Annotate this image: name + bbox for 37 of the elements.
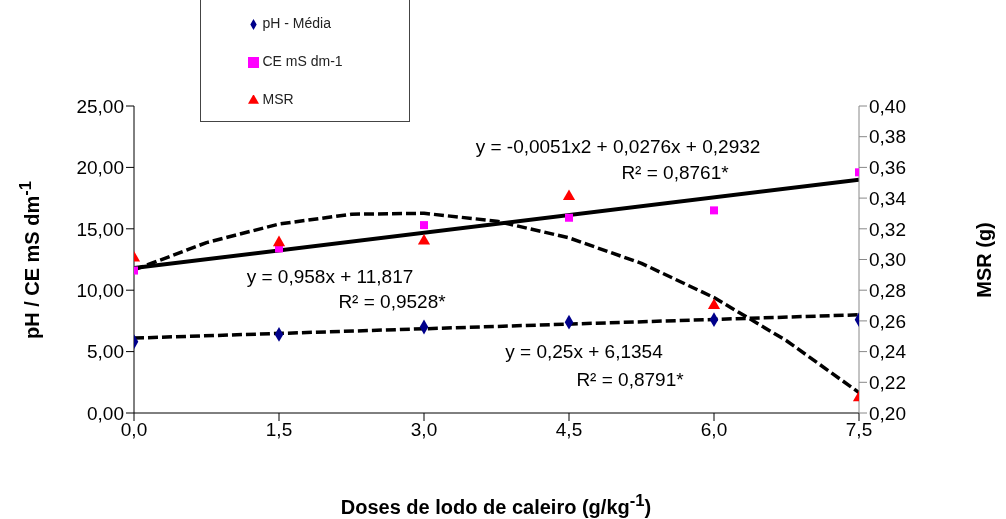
- x-axis-title: Doses de lodo de caleiro (g/kg$^{-1}$): [340, 491, 652, 519]
- y2-tick-label: 0,26: [869, 310, 906, 332]
- x-tick-label: 6,0: [700, 419, 728, 441]
- y2-tick-label: 0,30: [869, 249, 906, 271]
- y2-tick-label: 0,36: [869, 157, 906, 179]
- y-tick-label: 10,00: [76, 279, 124, 301]
- y-tick-label: 20,00: [76, 157, 124, 179]
- annotation: y = 0,958x + 11,817: [246, 266, 414, 288]
- y2-tick-label: 0,38: [869, 126, 906, 148]
- point: [707, 298, 721, 310]
- y-tick-label: 25,00: [76, 95, 124, 117]
- y2-tick-label: 0,28: [869, 279, 906, 301]
- y2-tick-label: 0,22: [869, 372, 906, 394]
- x-tick-label: 1,5: [265, 419, 293, 441]
- y2-tick-label: 0,34: [869, 187, 907, 209]
- point: [565, 213, 573, 222]
- annotation: R² = 0,9528*: [338, 291, 446, 313]
- x-tick-label: 4,5: [555, 419, 583, 441]
- y2-axis-title: MSR (g): [972, 222, 996, 298]
- annotation: y = 0,25x + 6,1354: [505, 341, 663, 363]
- annotation: y = -0,0051x2 + 0,0276x + 0,2932: [475, 136, 761, 158]
- y2-tick-label: 0,24: [869, 341, 907, 363]
- y2-tick-label: 0,40: [869, 95, 906, 117]
- legend-label: CE mS dm-1: [262, 52, 344, 71]
- point: [272, 235, 286, 247]
- point: [710, 206, 718, 215]
- annotation: R² = 0,8791*: [576, 369, 684, 391]
- annotation: R² = 0,8761*: [621, 162, 729, 184]
- y-tick-label: 15,00: [76, 218, 124, 240]
- legend-label: MSR: [262, 90, 295, 109]
- point: [417, 234, 431, 245]
- point: [420, 221, 428, 230]
- y2-tick-label: 0,32: [869, 218, 906, 240]
- x-tick-label: 3,0: [410, 419, 438, 441]
- legend-label: pH - Média: [262, 14, 332, 33]
- y-tick-label: 5,00: [87, 341, 124, 363]
- point: [562, 189, 576, 201]
